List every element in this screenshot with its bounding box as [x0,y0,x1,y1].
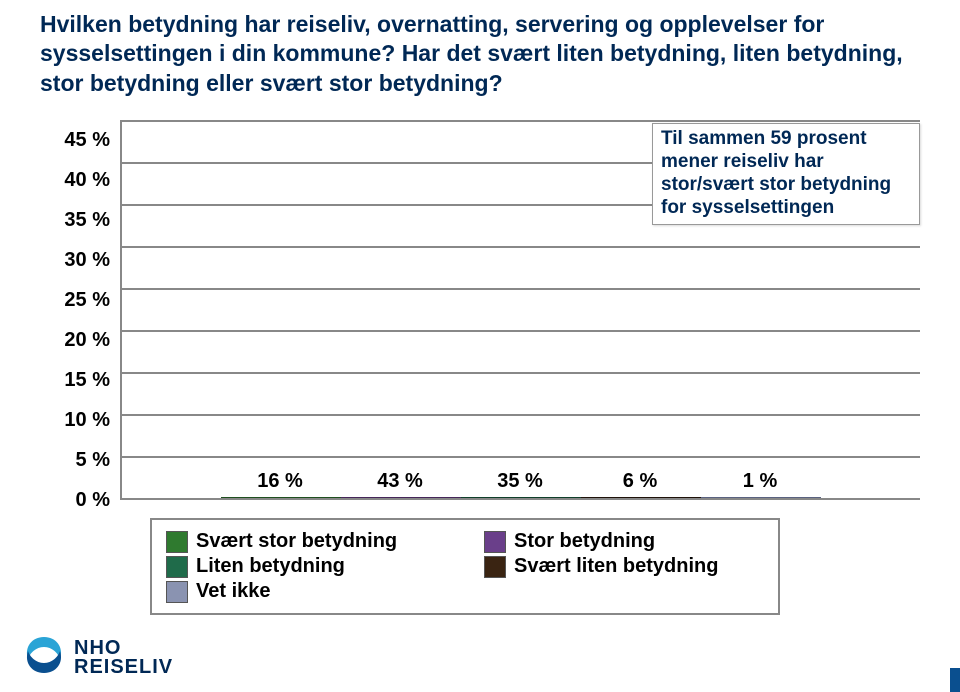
y-axis-tick: 25 % [40,290,110,310]
bar: 16 % [221,497,341,498]
legend-item: Vet ikke [166,580,446,603]
y-axis-tick: 5 % [40,450,110,470]
bar-column: 6 % [581,497,701,498]
legend-row: Svært stor betydning Stor betydning [166,530,764,553]
legend-swatch-icon [484,556,506,578]
accent-bar [950,668,960,692]
legend-label: Vet ikke [196,580,271,603]
plot-area: 16 %43 %35 %6 %1 % Til sammen 59 prosent… [120,120,920,500]
bar: 6 % [581,497,701,498]
legend-item: Stor betydning [484,530,764,553]
legend-item: Svært stor betydning [166,530,446,553]
legend-label: Svært stor betydning [196,530,397,553]
legend-swatch-icon [166,556,188,578]
bar-column: 43 % [341,497,461,498]
y-axis-tick: 0 % [40,490,110,510]
logo-text: NHO REISELIV [74,639,173,677]
annotation-text: Til sammen 59 prosent mener reiseliv har… [661,128,891,217]
y-axis-tick: 10 % [40,410,110,430]
y-axis-tick: 15 % [40,370,110,390]
legend: Svært stor betydningStor betydningLiten … [150,518,780,615]
legend-row: Vet ikke [166,580,764,603]
legend-label: Svært liten betydning [514,555,718,578]
bar-column: 35 % [461,497,581,498]
page-title: Hvilken betydning har reiseliv, overnatt… [40,10,920,98]
legend-item: Svært liten betydning [484,555,764,578]
bar-value-label: 16 % [257,470,303,493]
legend-item: Liten betydning [166,555,446,578]
brand-logo: NHO REISELIV [22,633,173,682]
bar: 35 % [461,497,581,498]
bar: 43 % [341,497,461,498]
y-axis-tick: 35 % [40,210,110,230]
page-root: Hvilken betydning har reiseliv, overnatt… [0,0,960,692]
legend-label: Stor betydning [514,530,655,553]
legend-swatch-icon [166,581,188,603]
bar-column: 16 % [221,497,341,498]
legend-swatch-icon [166,531,188,553]
legend-swatch-icon [484,531,506,553]
y-axis-tick: 45 % [40,130,110,150]
y-axis-tick: 20 % [40,330,110,350]
bar-column: 1 % [701,497,821,498]
bar-value-label: 35 % [497,470,543,493]
chart: 45 %40 %35 %30 %25 %20 %15 %10 %5 %0 % 1… [40,120,920,500]
legend-label: Liten betydning [196,555,345,578]
logo-swirl-icon [22,633,66,682]
y-axis: 45 %40 %35 %30 %25 %20 %15 %10 %5 %0 % [40,120,120,500]
bar-value-label: 1 % [743,470,777,493]
y-axis-tick: 30 % [40,250,110,270]
legend-row: Liten betydning Svært liten betydning [166,555,764,578]
bar-value-label: 43 % [377,470,423,493]
y-axis-tick: 40 % [40,170,110,190]
chart-annotation: Til sammen 59 prosent mener reiseliv har… [652,123,920,224]
logo-brand-bottom: REISELIV [74,656,173,678]
bar-value-label: 6 % [623,470,657,493]
bar: 1 % [701,497,821,498]
